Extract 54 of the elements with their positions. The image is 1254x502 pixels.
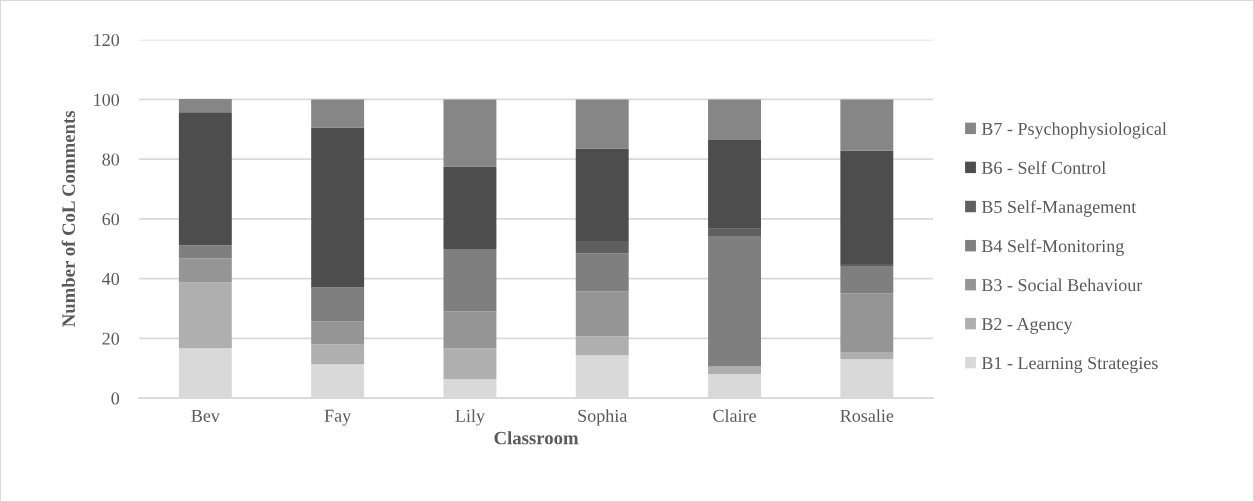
bar [840,293,894,353]
y-tick-label: 20 [102,332,120,345]
x-tick-label: Fay [324,409,352,426]
x-tick-label: Lily [455,409,485,426]
bar [178,99,232,113]
bar [575,336,629,356]
bar [575,291,629,337]
bar [311,127,365,288]
legend-label: B3 - Social Behaviour [981,278,1143,292]
bar [443,311,497,349]
bar [311,287,365,322]
bar [178,282,232,349]
x-tick-label: Claire [713,409,756,422]
bar [708,235,761,367]
x-axis-title: Classroom [494,431,579,445]
y-tick-label: 80 [102,153,120,166]
bar [575,99,629,149]
bar [708,140,761,229]
x-tick-label: Bev [191,409,220,422]
bar [708,99,761,141]
bar [178,245,232,259]
bar [840,352,894,360]
bar [575,148,629,241]
legend-label: B1 - Learning Strategies [981,357,1158,373]
legend-label: B4 Self-Monitoring [981,239,1124,256]
bar [443,166,497,250]
y-tick-label: 100 [94,93,120,106]
x-tick-label: Rosalie [840,409,894,422]
bar [708,366,761,374]
bar [311,321,365,345]
bar [443,99,497,167]
legend-label: B2 - Agency [981,318,1073,334]
y-axis-title: Number of CoL Comments [61,110,76,327]
bar [311,99,365,128]
bar [443,348,497,380]
legend-label: B5 Self-Management [981,200,1137,217]
bar [178,112,232,246]
legend-label: B7 - Psychophysiological [981,122,1167,139]
bar [311,344,365,365]
y-tick-label: 120 [94,33,120,47]
y-tick-label: 0 [111,392,120,405]
bar [575,253,629,292]
bar [840,263,894,267]
y-tick-label: 40 [102,272,120,286]
bar [575,240,629,254]
bar [443,249,497,312]
bar [840,266,894,294]
bar [708,228,761,236]
bar [178,258,232,283]
y-tick-label: 60 [102,213,120,226]
x-tick-label: Sophia [578,409,628,426]
bar [840,99,894,151]
bar [840,150,894,264]
legend-label: B6 - Self Control [981,161,1106,174]
